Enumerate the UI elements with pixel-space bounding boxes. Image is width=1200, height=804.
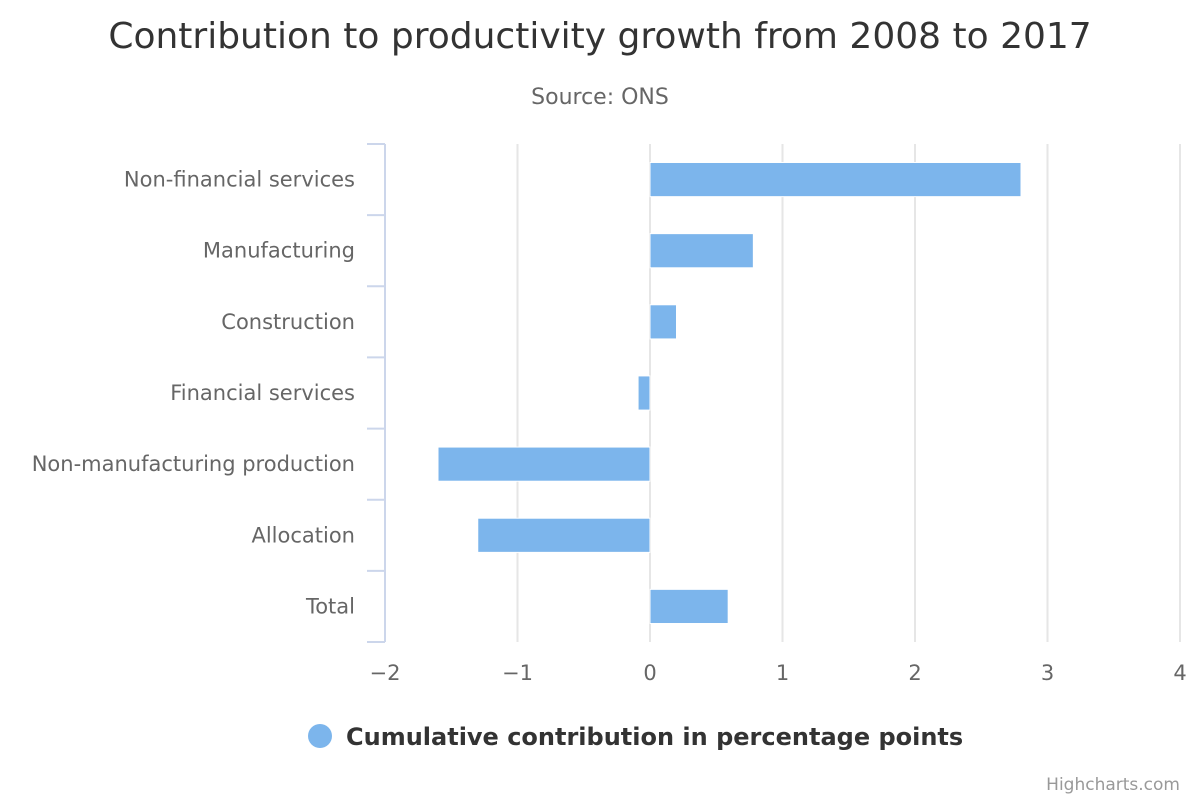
category-label: Allocation [251, 523, 355, 547]
bar[interactable] [649, 588, 729, 625]
legend-label[interactable]: Cumulative contribution in percentage po… [346, 723, 963, 751]
tick-label: 1 [776, 661, 789, 685]
bar[interactable] [477, 517, 651, 553]
credits-link[interactable]: Highcharts.com [1046, 775, 1180, 795]
category-label: Construction [221, 310, 355, 334]
bar[interactable] [637, 375, 651, 411]
legend[interactable]: Cumulative contribution in percentage po… [308, 723, 963, 751]
tick-label: −1 [502, 661, 533, 685]
bar[interactable] [649, 161, 1022, 198]
value-axis-tick-labels: −2 −1 0 1 2 3 4 [370, 661, 1187, 685]
chart-subtitle: Source: ONS [531, 85, 669, 110]
tick-label: 2 [908, 661, 921, 685]
category-label: Non-financial services [124, 168, 355, 192]
bar[interactable] [437, 446, 651, 482]
tick-label: 4 [1173, 661, 1186, 685]
chart-title: Contribution to productivity growth from… [108, 16, 1091, 57]
category-label: Financial services [170, 381, 355, 405]
legend-marker[interactable] [308, 724, 332, 748]
category-label: Manufacturing [203, 239, 355, 263]
tick-label: 3 [1041, 661, 1054, 685]
category-labels: Non-financial services Manufacturing Const… [32, 168, 355, 619]
category-axis [367, 143, 386, 643]
bars [437, 161, 1022, 625]
grid-lines [516, 144, 1181, 642]
tick-label: −2 [370, 661, 401, 685]
category-label: Non-manufacturing production [32, 452, 355, 476]
bar[interactable] [649, 304, 677, 340]
category-label: Total [305, 594, 355, 618]
bar[interactable] [649, 233, 754, 269]
tick-label: 0 [643, 661, 656, 685]
